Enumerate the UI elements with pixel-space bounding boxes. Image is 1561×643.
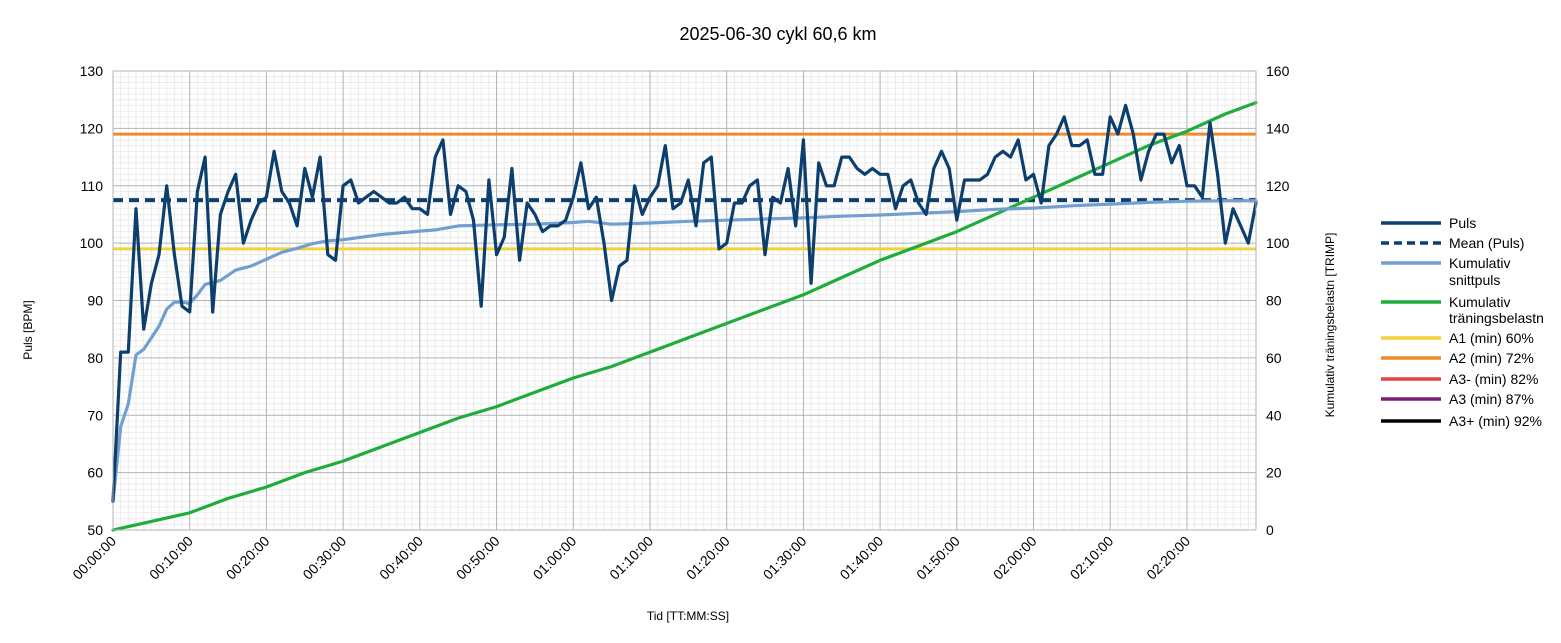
y2-axis-label: Kumulativ träningsbelastn [TRIMP] [1323, 233, 1337, 418]
y2-tick-label: 160 [1266, 63, 1290, 79]
legend-label: A2 (min) 72% [1449, 350, 1534, 366]
y-tick-label: 70 [87, 407, 103, 423]
y-tick-label: 90 [87, 293, 103, 309]
legend-label: A3- (min) 82% [1449, 371, 1538, 387]
y2-tick-label: 80 [1266, 293, 1282, 309]
y2-tick-label: 20 [1266, 465, 1282, 481]
y2-tick-labels: 0 20 40 60 80 100 120 140 160 [1266, 63, 1290, 538]
y-tick-label: 130 [80, 63, 104, 79]
legend-label: A3 (min) 87% [1449, 391, 1534, 407]
reference-lines [113, 132, 1256, 251]
series-lines [111, 100, 1258, 532]
legend-label-line: träningsbelastn [1449, 310, 1544, 326]
y-axis-label: Puls [BPM] [21, 300, 35, 359]
y2-tick-label: 0 [1266, 522, 1274, 538]
x-axis-label: Tid [TT:MM:SS] [647, 609, 729, 623]
legend-label-line: snittpuls [1449, 272, 1500, 288]
y-tick-label: 120 [80, 120, 104, 136]
legend-label: Mean (Puls) [1449, 235, 1524, 251]
legend-label-line: Kumulativ [1449, 294, 1510, 310]
chart-title: 2025-06-30 cykl 60,6 km [679, 24, 876, 44]
y2-tick-label: 120 [1266, 178, 1290, 194]
y-tick-label: 60 [87, 465, 103, 481]
y-tick-label: 110 [81, 178, 104, 194]
y2-tick-label: 100 [1266, 235, 1290, 251]
legend-label: A3+ (min) 92% [1449, 413, 1542, 429]
y-tick-label: 80 [87, 350, 103, 366]
axes [112, 71, 1257, 531]
y2-tick-label: 140 [1266, 120, 1290, 136]
y-tick-labels: 50 60 70 80 90 100 110 120 130 [80, 63, 104, 538]
y2-tick-label: 40 [1266, 407, 1282, 423]
series-line [111, 103, 1258, 503]
legend-label: Kumulativ träningsbelastn [1449, 294, 1544, 326]
series-line [111, 199, 1258, 503]
legend-label: Kumulativ snittpuls [1449, 255, 1510, 288]
y2-tick-label: 60 [1266, 350, 1282, 366]
series-line [111, 100, 1258, 532]
legend-label: A1 (min) 60% [1449, 330, 1534, 346]
legend-label-line: Kumulativ [1449, 255, 1510, 271]
legend-label: Puls [1449, 215, 1476, 231]
y-tick-label: 50 [87, 522, 103, 538]
y-tick-label: 100 [80, 235, 104, 251]
